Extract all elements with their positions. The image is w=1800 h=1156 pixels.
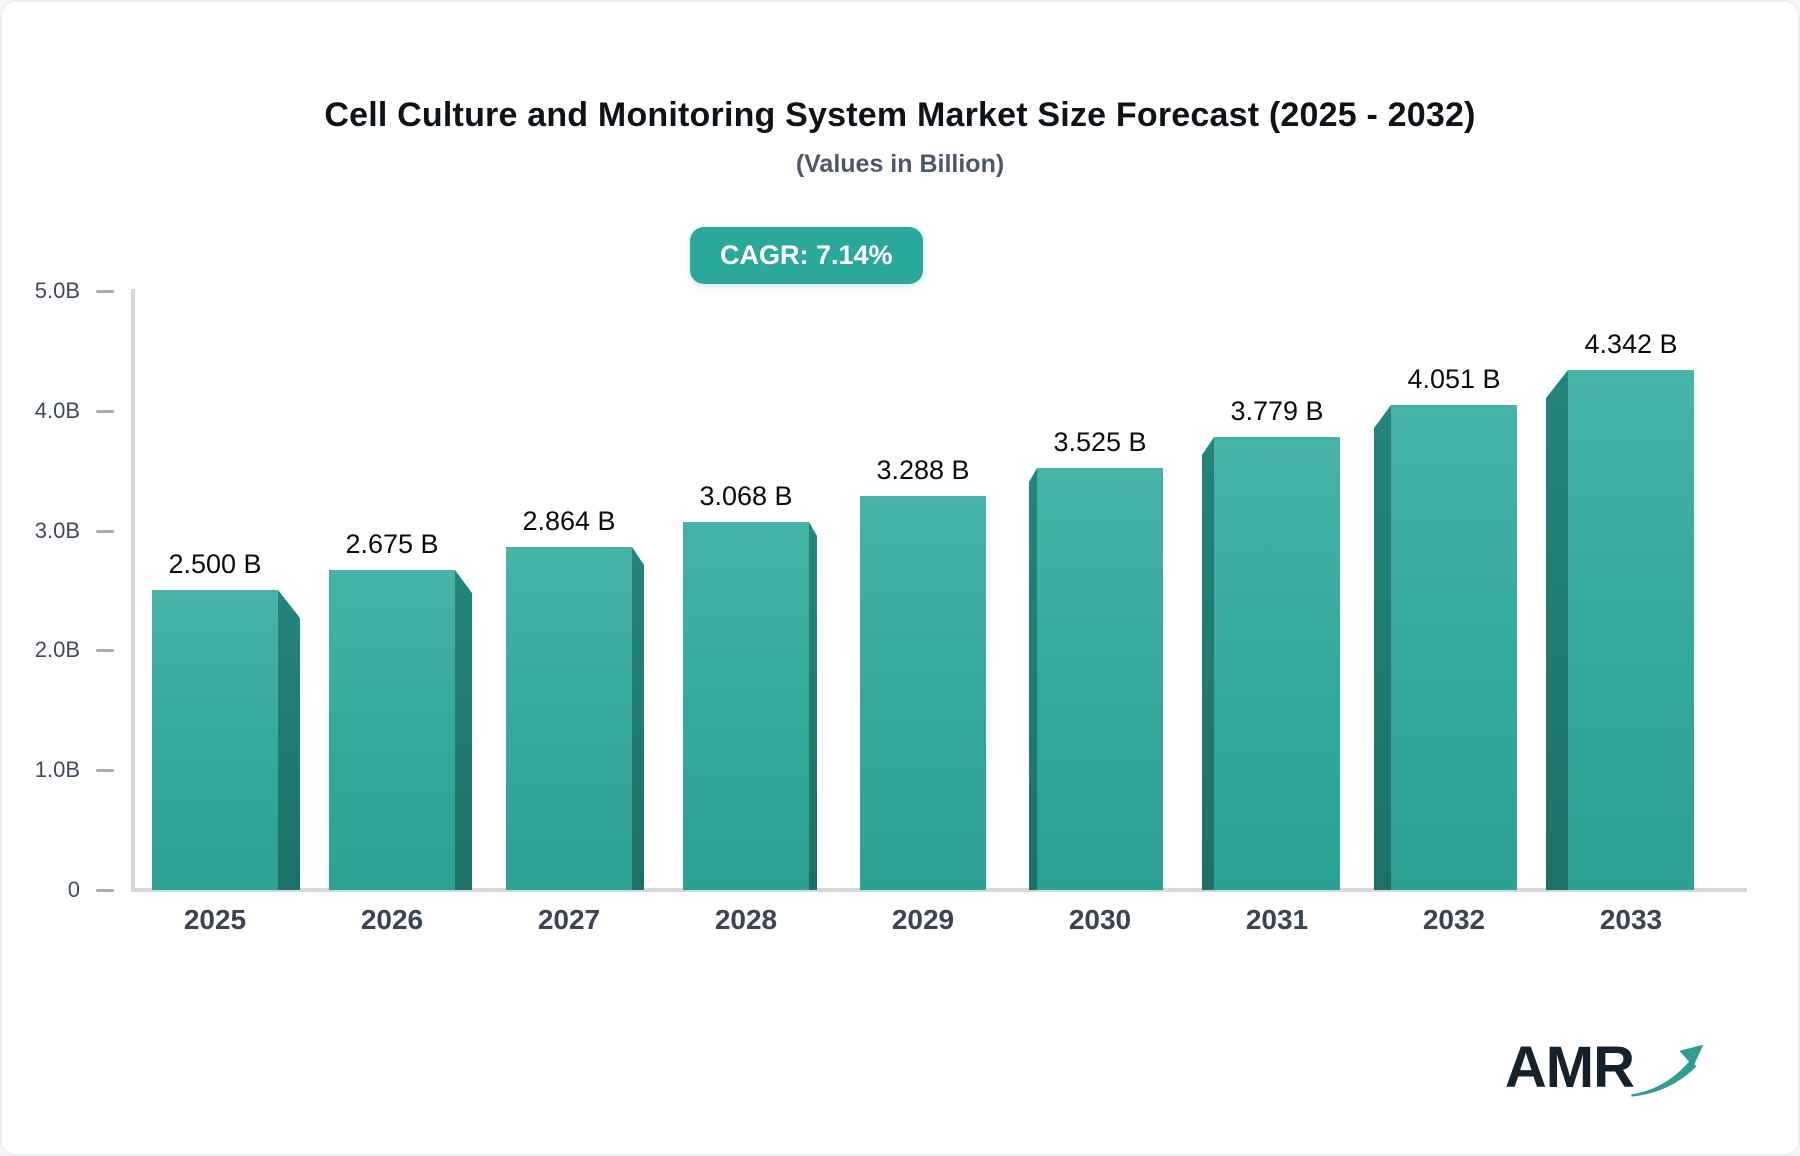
bar-2033	[1546, 370, 1694, 890]
bar-side-shade	[809, 522, 817, 890]
bar-face	[1214, 437, 1340, 890]
bar-2031	[1202, 437, 1340, 890]
bar-value-label: 3.288 B	[876, 455, 970, 485]
x-axis-label: 2032	[1422, 904, 1486, 935]
y-axis-tick-label: 3.0B	[34, 517, 80, 543]
y-axis-tick-mark	[96, 290, 114, 293]
x-axis-label: 2033	[1599, 904, 1663, 935]
bar-side-shade	[1546, 370, 1568, 890]
amr-logo: AMR	[1505, 1038, 1706, 1107]
bar-2028	[683, 522, 817, 890]
cagr-badge: CAGR: 7.14%	[690, 227, 923, 284]
y-axis-tick-label: 1.0B	[34, 757, 80, 783]
x-axis-label: 2029	[891, 904, 955, 935]
bar-side-shade	[632, 547, 644, 890]
bar-value-label: 2.675 B	[345, 529, 439, 559]
bar-2025	[152, 590, 300, 890]
y-axis-tick-label: 0	[67, 877, 80, 902]
trend-arrow-icon	[1628, 1040, 1706, 1107]
y-axis-tick-mark	[96, 649, 114, 653]
bar-value-label: 2.500 B	[168, 549, 262, 579]
bar-value-label: 2.864 B	[522, 506, 616, 536]
bar-face	[1037, 468, 1163, 890]
bar-value-label: 4.342 B	[1584, 329, 1678, 359]
bar-2032	[1374, 405, 1517, 890]
y-axis-tick-label: 2.0B	[34, 637, 80, 663]
x-axis-label: 2031	[1245, 904, 1309, 935]
y-axis-tick-mark	[96, 889, 114, 892]
bar-2030	[1029, 468, 1163, 890]
x-axis-label: 2026	[360, 904, 424, 935]
y-axis-tick-mark	[96, 529, 114, 533]
y-axis-tick-label: 4.0B	[34, 397, 80, 423]
bar-face	[329, 570, 455, 890]
bar-side-shade	[1374, 405, 1391, 890]
bar-face	[152, 590, 278, 890]
bar-side-shade	[278, 590, 300, 890]
bar-face	[1391, 405, 1517, 890]
bar-side-shade	[1029, 468, 1037, 890]
bar-face	[506, 547, 632, 890]
x-axis-line	[131, 888, 1747, 892]
bar-side-shade	[455, 570, 472, 890]
bar-value-label: 4.051 B	[1407, 364, 1501, 394]
chart-subtitle: (Values in Billion)	[795, 150, 1005, 178]
bar-2029	[860, 496, 986, 890]
y-axis-tick-label: 5.0B	[34, 278, 80, 303]
y-axis-tick-mark	[96, 409, 114, 413]
bar-value-label: 3.779 B	[1230, 396, 1324, 426]
chart-title: Cell Culture and Monitoring System Marke…	[324, 96, 1476, 134]
x-axis-label: 2025	[183, 904, 247, 935]
y-axis-tick-mark	[96, 769, 114, 773]
bar-2027	[506, 547, 644, 890]
bar-face	[683, 522, 809, 890]
bar-face	[1568, 370, 1694, 890]
x-axis-label: 2028	[714, 904, 778, 935]
bar-value-label: 3.525 B	[1053, 427, 1147, 457]
x-axis-label: 2027	[537, 904, 601, 935]
y-axis-line	[131, 289, 135, 892]
bar-face	[860, 496, 986, 890]
x-axis-label: 2030	[1068, 904, 1132, 935]
bar-2026	[329, 570, 472, 890]
bar-side-shade	[1202, 437, 1214, 890]
amr-logo-text: AMR	[1504, 1035, 1635, 1100]
bar-value-label: 3.068 B	[699, 481, 793, 511]
